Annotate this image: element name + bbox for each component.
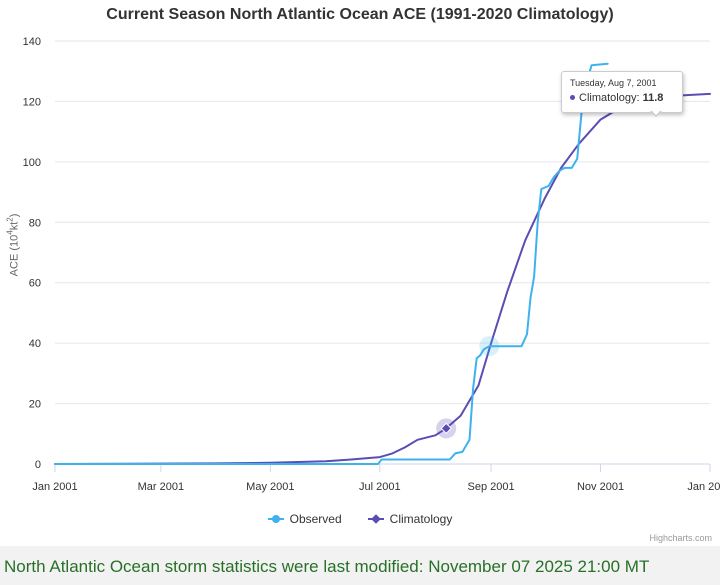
tooltip-box: Tuesday, Aug 7, 2001 Climatology: 11.8 [561,71,683,113]
series-lines[interactable] [54,62,711,465]
series-line-observed[interactable] [54,62,609,465]
chart-title: Current Season North Atlantic Ocean ACE … [106,6,614,23]
y-axis-title-unit: kt [8,221,21,231]
legend-observed-label: Observed [289,512,342,526]
y-tick-label: 140 [23,36,41,48]
highcharts-credits-link[interactable]: Highcharts.com [649,533,712,543]
x-tick-label: Mar 2001 [138,481,184,493]
y-tick-label: 20 [29,399,41,411]
legend-observed-circle-icon [271,515,280,523]
x-tick-label: Nov 2001 [577,481,624,493]
legend-item-observed[interactable]: Observed [267,512,342,526]
series-line-climatology[interactable] [54,92,711,465]
tooltip-value: 11.8 [642,92,664,104]
tooltip-pointer-fill [651,110,661,115]
chart-legend: Observed Climatology [0,512,720,526]
tooltip: Tuesday, Aug 7, 2001 Climatology: 11.8 [561,71,683,117]
y-axis-title-exponent: 4 [5,230,15,235]
legend-observed-symbol-icon [267,514,284,524]
last-modified-text: North Atlantic Ocean storm statistics we… [4,557,650,576]
footer-bar: North Atlantic Ocean storm statistics we… [0,546,720,585]
y-axis-title-main: ACE (10 [8,234,21,277]
legend-climatology-label: Climatology [389,512,453,526]
grid-lines [55,40,710,405]
y-axis-title-unit-exponent: 2 [5,217,15,222]
chart-container: 0 20 40 60 80 100 120 140 Jan 2001 Mar 2001 May 2… [0,6,720,543]
highlight-marker-climatology[interactable] [440,422,452,435]
y-axis-tick-labels: 0 20 40 60 80 100 120 140 [23,36,41,471]
highlight-halo-observed [479,336,500,357]
y-tick-label: 40 [29,338,41,350]
x-tick-label: Sep 2001 [468,481,515,493]
y-axis-title: ACE (104kt2) [5,214,21,277]
x-tick-label: May 2001 [246,481,294,493]
x-axis-tick-labels: Jan 2001 Mar 2001 May 2001 Jul 2001 Sep 2001… [32,481,720,493]
legend-climatology-symbol-icon [367,514,384,524]
y-tick-label: 0 [35,459,41,471]
tooltip-series-label: Climatology [579,92,637,104]
y-tick-label: 100 [23,157,41,169]
legend-climatology-diamond-icon [370,514,381,524]
legend-item-climatology[interactable]: Climatology [367,512,453,526]
y-tick-label: 120 [23,96,41,108]
x-axis [54,463,711,472]
x-tick-label: Jan 2001 [32,481,77,493]
x-tick-label: Jul 2001 [359,481,401,493]
y-tick-label: 60 [29,278,41,290]
y-tick-label: 80 [29,217,41,229]
x-tick-label: Jan 2002 [687,481,720,493]
tooltip-series-dot-icon [570,94,575,100]
highlight-markers[interactable] [436,336,500,439]
y-axis-title-close: ) [8,213,21,218]
tooltip-value-row: Climatology: 11.8 [570,92,663,104]
ace-line-chart: 0 20 40 60 80 100 120 140 Jan 2001 Mar 2001 May 2… [23,36,720,493]
tooltip-date: Tuesday, Aug 7, 2001 [570,78,657,88]
